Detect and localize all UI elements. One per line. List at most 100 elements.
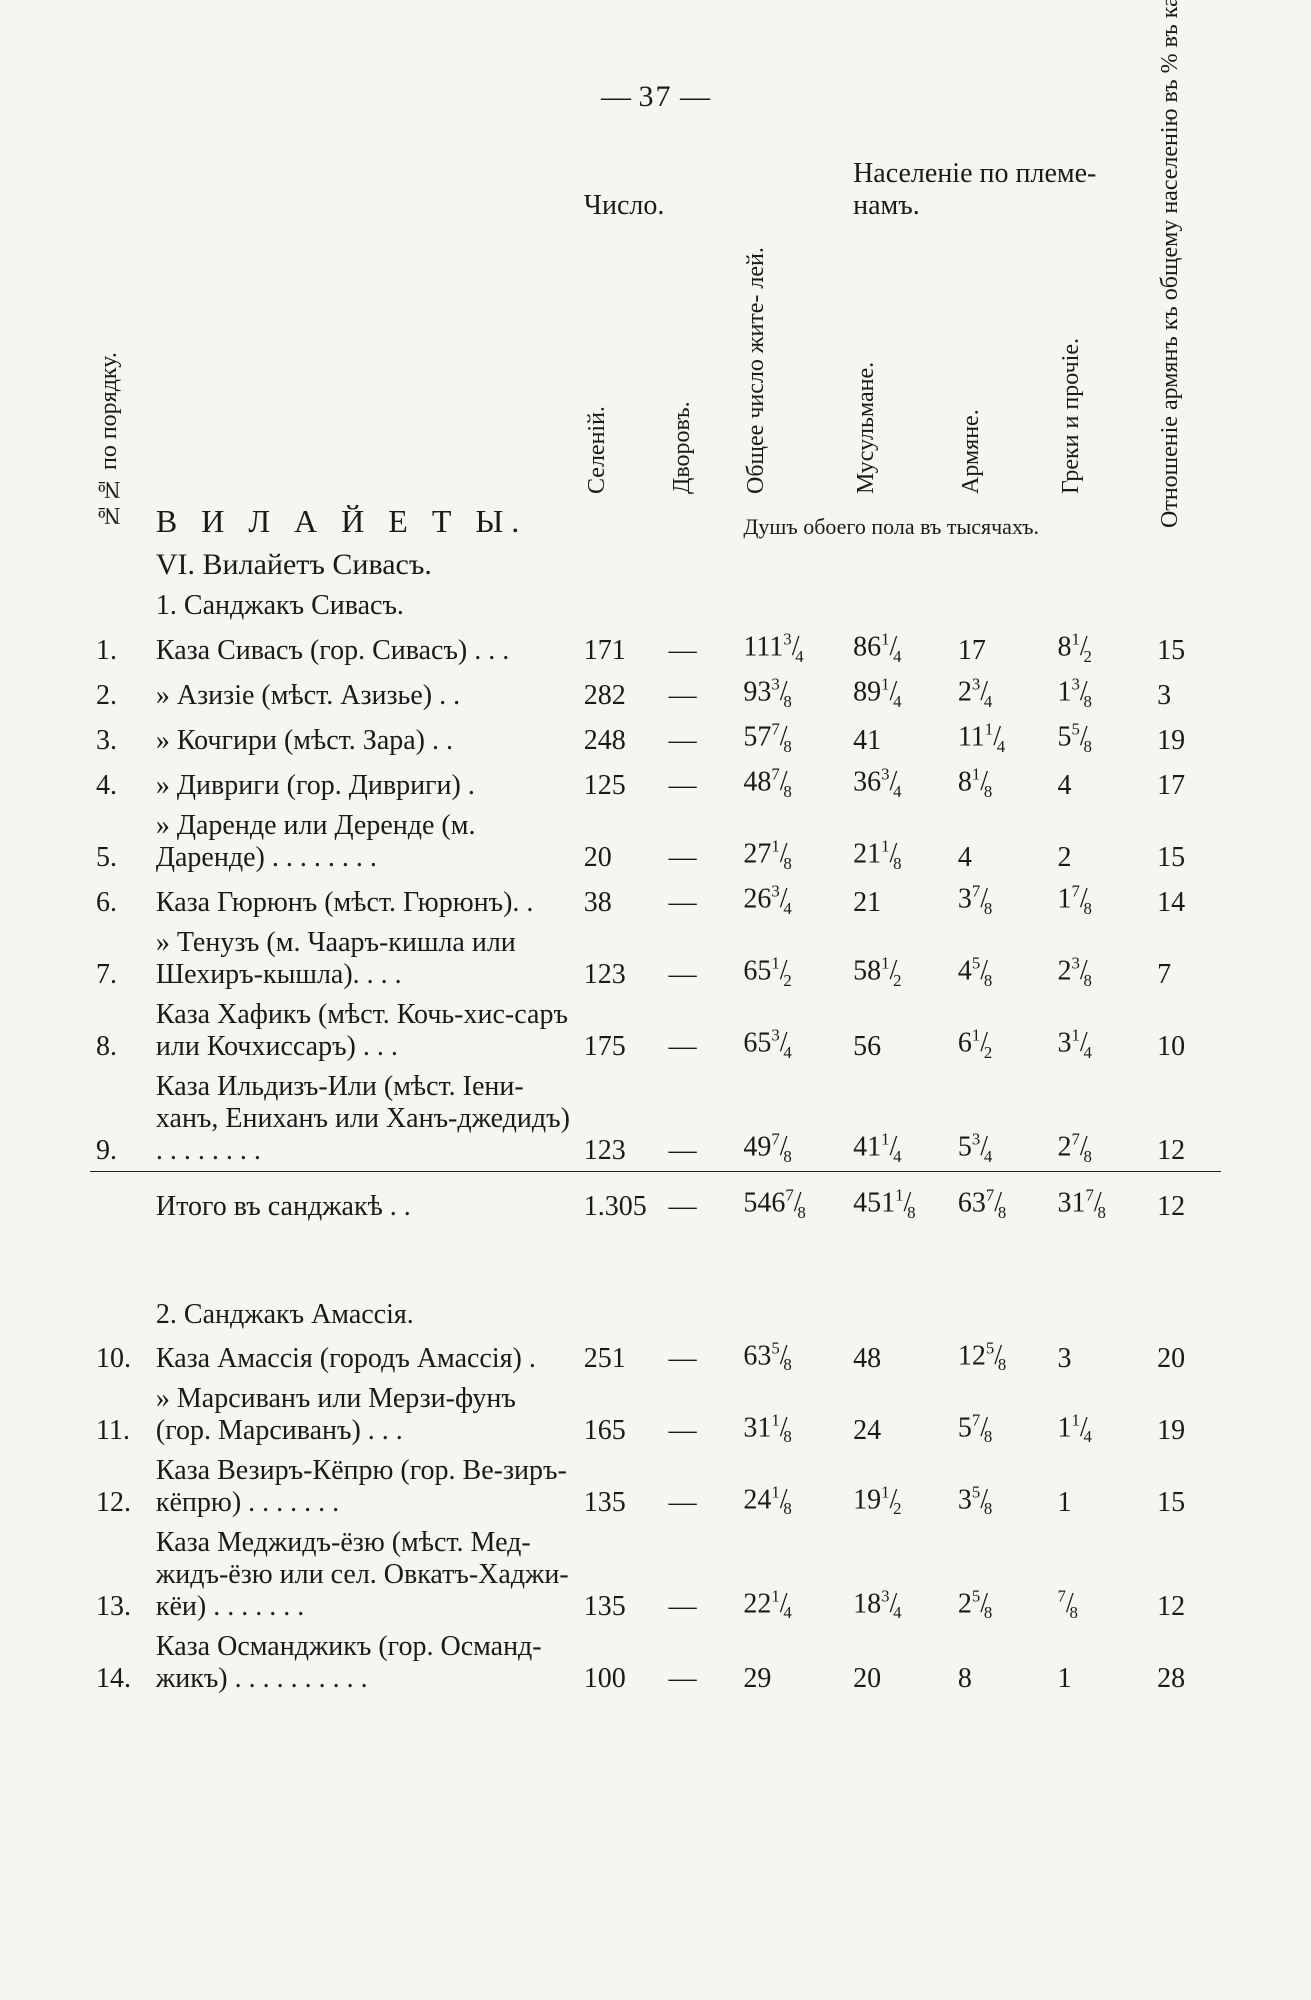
row-num: 9. xyxy=(90,1067,150,1172)
sandjak2-body: 10.Каза Амассія (городъ Амассія) .251—63… xyxy=(90,1335,1221,1700)
row-mus: 56 xyxy=(847,995,952,1067)
row-dvor: — xyxy=(663,1627,738,1699)
table-row: 3.» Кочгири (мѣст. Зара) . .248—577/8411… xyxy=(90,716,1221,761)
row-gr: 11/4 xyxy=(1052,1379,1152,1451)
row-gr: 2 xyxy=(1052,806,1152,878)
row-mus: 363/4 xyxy=(847,761,952,806)
row-mus: 861/4 xyxy=(847,626,952,671)
spacer-row xyxy=(90,1227,1221,1295)
row-num: 14. xyxy=(90,1627,150,1699)
row-num: 6. xyxy=(90,878,150,923)
row-arm: 8 xyxy=(952,1627,1052,1699)
table-row: 4.» Дивриги (гор. Дивриги) .125—487/8363… xyxy=(90,761,1221,806)
row-sel: 20 xyxy=(578,806,663,878)
col-header-pop: Общее число жите- лей. xyxy=(743,230,771,498)
row-rat: 19 xyxy=(1151,1379,1221,1451)
row-rat: 3 xyxy=(1151,671,1221,716)
row-name: Каза Османджикъ (гор. Османд-жикъ) . . .… xyxy=(150,1627,578,1699)
row-gr: 27/8 xyxy=(1052,1067,1152,1172)
row-rat: 15 xyxy=(1151,1451,1221,1523)
row-sel: 282 xyxy=(578,671,663,716)
row-dvor: — xyxy=(663,1067,738,1172)
totals-sel: 1.305 xyxy=(578,1171,663,1226)
row-mus: 191/2 xyxy=(847,1451,952,1523)
table-row: 10.Каза Амассія (городъ Амассія) .251—63… xyxy=(90,1335,1221,1380)
row-pop: 635/8 xyxy=(737,1335,847,1380)
row-mus: 20 xyxy=(847,1627,952,1699)
row-arm: 23/4 xyxy=(952,671,1052,716)
row-arm: 53/4 xyxy=(952,1067,1052,1172)
row-rat: 12 xyxy=(1151,1523,1221,1627)
row-rat: 19 xyxy=(1151,716,1221,761)
col-header-dvor: Дворовъ. xyxy=(669,230,697,498)
row-arm: 35/8 xyxy=(952,1451,1052,1523)
header-row-top: №№ по порядку. В И Л А Й Е Т Ы. Число. О… xyxy=(90,154,1221,226)
row-sel: 171 xyxy=(578,626,663,671)
row-pop: 1113/4 xyxy=(737,626,847,671)
row-gr: 23/8 xyxy=(1052,923,1152,995)
row-name: » Тенузъ (м. Чааръ-кишла или Шехиръ-кышл… xyxy=(150,923,578,995)
row-name: Каза Ильдизъ-Или (мѣст. Іени-ханъ, Ениха… xyxy=(150,1067,578,1172)
row-num: 12. xyxy=(90,1451,150,1523)
row-num: 7. xyxy=(90,923,150,995)
table-row: 1.Каза Сивасъ (гор. Сивасъ) . . .171—111… xyxy=(90,626,1221,671)
row-name: » Азизіе (мѣст. Азизье) . . xyxy=(150,671,578,716)
row-mus: 24 xyxy=(847,1379,952,1451)
row-num: 10. xyxy=(90,1335,150,1380)
row-dvor: — xyxy=(663,878,738,923)
row-sel: 123 xyxy=(578,1067,663,1172)
vilayet-title: VI. Вилайетъ Сивасъ. xyxy=(150,544,578,586)
row-arm: 4 xyxy=(952,806,1052,878)
row-name: » Марсиванъ или Мерзи-фунъ (гор. Марсива… xyxy=(150,1379,578,1451)
row-rat: 15 xyxy=(1151,626,1221,671)
row-gr: 13/8 xyxy=(1052,671,1152,716)
row-name: Каза Везиръ-Кёпрю (гор. Ве-зиръ-кёпрю) .… xyxy=(150,1451,578,1523)
row-rat: 12 xyxy=(1151,1067,1221,1172)
sandjak1-body: 1.Каза Сивасъ (гор. Сивасъ) . . .171—111… xyxy=(90,626,1221,1171)
vilayet-title-row: VI. Вилайетъ Сивасъ. xyxy=(90,544,1221,586)
row-rat: 20 xyxy=(1151,1335,1221,1380)
souls-note: Душъ обоего пола въ тысячахъ. xyxy=(737,510,1151,544)
row-rat: 10 xyxy=(1151,995,1221,1067)
col-header-vilayets: В И Л А Й Е Т Ы. xyxy=(156,503,527,539)
col-header-sel: Селеній. xyxy=(584,230,612,498)
row-name: Каза Гюрюнъ (мѣст. Гюрюнъ). . xyxy=(150,878,578,923)
row-arm: 37/8 xyxy=(952,878,1052,923)
row-gr: 1 xyxy=(1052,1451,1152,1523)
row-pop: 577/8 xyxy=(737,716,847,761)
row-arm: 17 xyxy=(952,626,1052,671)
totals-dvor: — xyxy=(663,1171,738,1226)
row-dvor: — xyxy=(663,626,738,671)
row-dvor: — xyxy=(663,1451,738,1523)
row-pop: 651/2 xyxy=(737,923,847,995)
totals-label: Итого въ санджакѣ . . xyxy=(150,1171,578,1226)
document-page: — 37 — №№ по порядку. В И Л А Й Е Т Ы. Ч… xyxy=(0,0,1311,2000)
table-row: 7.» Тенузъ (м. Чааръ-кишла или Шехиръ-кы… xyxy=(90,923,1221,995)
row-num: 3. xyxy=(90,716,150,761)
table-row: 6.Каза Гюрюнъ (мѣст. Гюрюнъ). .38—263/42… xyxy=(90,878,1221,923)
row-sel: 123 xyxy=(578,923,663,995)
row-mus: 48 xyxy=(847,1335,952,1380)
row-dvor: — xyxy=(663,671,738,716)
table-row: 13.Каза Меджидъ-ёзю (мѣст. Мед-жидъ-ёзю … xyxy=(90,1523,1221,1627)
row-pop: 653/4 xyxy=(737,995,847,1067)
table-row: 5.» Даренде или Деренде (м. Даренде) . .… xyxy=(90,806,1221,878)
table-row: 14.Каза Османджикъ (гор. Османд-жикъ) . … xyxy=(90,1627,1221,1699)
population-table: №№ по порядку. В И Л А Й Е Т Ы. Число. О… xyxy=(90,154,1221,1699)
row-mus: 41 xyxy=(847,716,952,761)
row-pop: 487/8 xyxy=(737,761,847,806)
col-header-arm: Армяне. xyxy=(958,230,986,498)
row-dvor: — xyxy=(663,923,738,995)
row-arm: 125/8 xyxy=(952,1335,1052,1380)
row-gr: 3 xyxy=(1052,1335,1152,1380)
row-sel: 135 xyxy=(578,1451,663,1523)
row-gr: 81/2 xyxy=(1052,626,1152,671)
row-name: » Кочгири (мѣст. Зара) . . xyxy=(150,716,578,761)
row-gr: 17/8 xyxy=(1052,878,1152,923)
row-sel: 100 xyxy=(578,1627,663,1699)
row-mus: 411/4 xyxy=(847,1067,952,1172)
row-pop: 271/8 xyxy=(737,806,847,878)
row-name: Каза Меджидъ-ёзю (мѣст. Мед-жидъ-ёзю или… xyxy=(150,1523,578,1627)
row-gr: 4 xyxy=(1052,761,1152,806)
row-arm: 25/8 xyxy=(952,1523,1052,1627)
